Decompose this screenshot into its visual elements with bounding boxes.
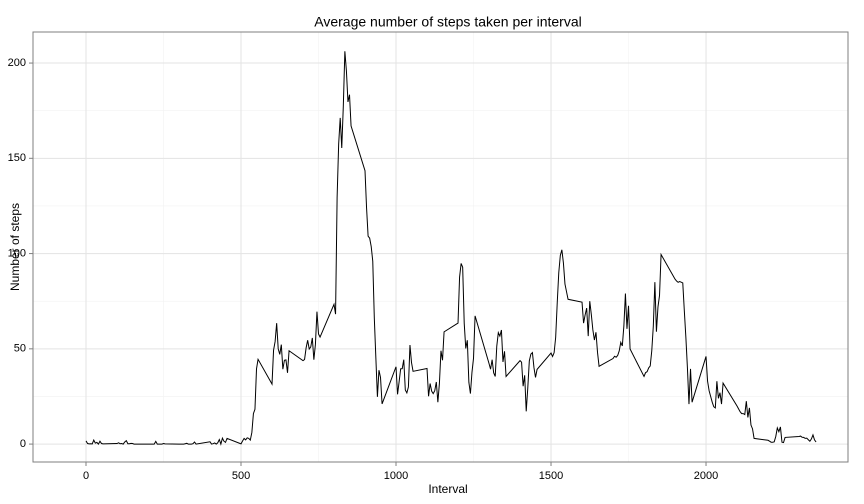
- x-tick-label: 1000: [384, 470, 408, 482]
- y-tick-label: 100: [8, 247, 26, 259]
- plot-panel: [33, 32, 848, 462]
- y-tick-label: 150: [8, 152, 26, 164]
- y-axis-title: Number of steps: [8, 203, 22, 291]
- y-tick-label: 50: [14, 343, 26, 355]
- data-line: [85, 51, 817, 446]
- x-tick-label: 2000: [694, 470, 718, 482]
- chart-title: Average number of steps taken per interv…: [314, 14, 581, 30]
- x-tick-label: 1500: [539, 470, 563, 482]
- y-tick-label: 200: [8, 57, 26, 69]
- panel-border: [32, 31, 849, 463]
- x-tick-label: 0: [83, 470, 89, 482]
- x-tick-label: 500: [232, 470, 250, 482]
- x-axis-title: Interval: [428, 482, 467, 496]
- y-tick-label: 0: [20, 438, 26, 450]
